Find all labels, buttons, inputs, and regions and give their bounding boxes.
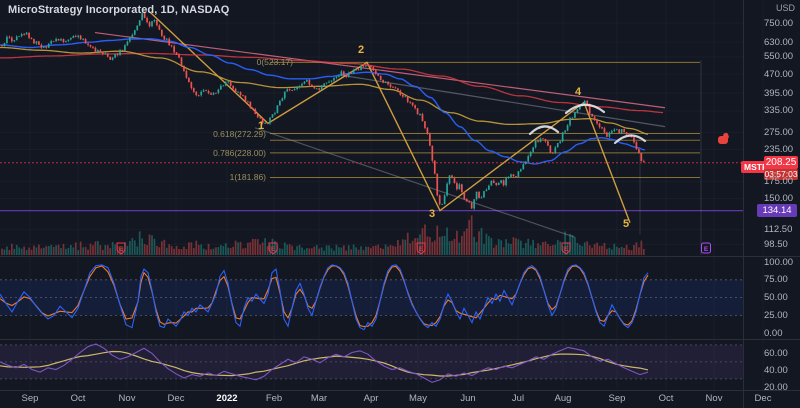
svg-text:E: E <box>704 246 709 253</box>
price-tick-label[interactable]: 335.00 <box>764 105 794 117</box>
price-tick-label[interactable]: 150.00 <box>764 192 794 204</box>
time-axis-label[interactable]: Nov <box>705 393 723 404</box>
earnings-icon[interactable]: E <box>268 242 278 255</box>
rsi-pane[interactable] <box>0 343 743 383</box>
wave-label-2[interactable]: 2 <box>358 44 365 56</box>
time-axis-label[interactable]: Mar <box>310 393 328 404</box>
earnings-icon[interactable]: E <box>561 242 571 255</box>
time-axis-label[interactable]: Dec <box>167 393 185 404</box>
fib-label-0618[interactable]: 0.618(272.29) <box>213 128 266 139</box>
wave-label-5[interactable]: 5 <box>623 218 630 230</box>
svg-text:E: E <box>419 246 424 253</box>
price-tick-label[interactable]: 275.00 <box>764 126 794 138</box>
price-tick-label[interactable]: 235.00 <box>764 144 794 156</box>
time-axis-label[interactable]: 2022 <box>216 393 238 404</box>
currency-unit-label: USD <box>776 3 796 13</box>
svg-text:E: E <box>564 246 569 253</box>
last-price-badge: 208.25 <box>764 156 798 169</box>
candles-layer <box>1 11 645 211</box>
stoch-k-line <box>0 264 649 331</box>
symbol-price-pill: MSTR <box>741 161 772 173</box>
trendline-pink[interactable] <box>94 31 666 109</box>
time-axis-label[interactable]: Jul <box>511 393 525 404</box>
fib-label-0786[interactable]: 0.786(228.00) <box>213 147 266 158</box>
sticker-icon[interactable] <box>718 132 729 144</box>
svg-text:E: E <box>271 246 276 253</box>
time-axis-label[interactable]: Dec <box>754 393 772 404</box>
price-tick-label[interactable]: 112.50 <box>764 224 793 236</box>
time-axis-label[interactable]: Oct <box>70 393 86 404</box>
trendline-gray-lower[interactable] <box>254 127 576 238</box>
time-axis-label[interactable]: Aug <box>554 393 572 404</box>
price-tick-label[interactable]: 98.50 <box>764 238 788 250</box>
stoch-tick-label[interactable]: 25.00 <box>764 309 788 321</box>
stoch-tick-label[interactable]: 100.00 <box>764 256 794 268</box>
arc-annotation[interactable] <box>528 125 560 136</box>
wave-label-4[interactable]: 4 <box>575 86 582 98</box>
time-axis-label[interactable]: Sep <box>608 393 626 404</box>
stochastic-pane[interactable] <box>0 264 743 331</box>
fib-label-1[interactable]: 1(181.86) <box>229 172 266 183</box>
stoch-tick-label[interactable]: 75.00 <box>764 274 788 286</box>
time-axis-label[interactable]: Feb <box>265 393 283 404</box>
price-tick-label[interactable]: 395.00 <box>764 87 794 99</box>
horizontal-line-price-badge: 134.14 <box>757 204 797 217</box>
price-tick-label[interactable]: 550.00 <box>764 51 794 63</box>
stoch-tick-label[interactable]: 50.00 <box>764 292 788 304</box>
time-axis-label[interactable]: Nov <box>118 393 136 404</box>
symbol-title[interactable]: MicroStrategy Incorporated, 1D, NASDAQ <box>8 4 230 16</box>
price-tick-label[interactable]: 630.00 <box>764 36 794 48</box>
rsi-tick-label[interactable]: 20.00 <box>764 381 788 393</box>
time-axis-label[interactable]: Sep <box>21 393 39 404</box>
elliott-wave-zigzag[interactable] <box>149 11 631 223</box>
time-axis-label[interactable]: Oct <box>658 393 674 404</box>
ma-blue <box>0 38 646 165</box>
svg-text:E: E <box>119 246 124 253</box>
time-axis-label[interactable]: May <box>409 393 427 404</box>
price-tick-label[interactable]: 175.00 <box>764 176 794 188</box>
stoch-tick-label[interactable]: 0.00 <box>764 327 783 339</box>
time-axis-label[interactable]: Apr <box>363 393 379 404</box>
earnings-icon[interactable]: E <box>701 242 711 254</box>
price-tick-label[interactable]: 470.00 <box>764 68 794 80</box>
trendline-gray-upper[interactable] <box>339 74 666 128</box>
time-axis-label[interactable]: Jun <box>460 393 476 404</box>
wave-label-1[interactable]: 1 <box>258 120 265 132</box>
wave-label-3[interactable]: 3 <box>429 208 436 220</box>
earnings-icon[interactable]: E <box>116 242 126 255</box>
arc-annotation[interactable] <box>613 134 647 145</box>
ma-red <box>0 52 664 114</box>
bar-countdown-badge: 03:57:03 <box>764 169 798 180</box>
earnings-icon[interactable]: E <box>416 242 426 255</box>
price-tick-label[interactable]: 750.00 <box>764 17 794 29</box>
rsi-line <box>0 343 649 383</box>
rsi-tick-label[interactable]: 40.00 <box>764 364 788 376</box>
rsi-tick-label[interactable]: 60.00 <box>764 347 788 359</box>
arc-annotation[interactable] <box>564 103 606 115</box>
fib-label-0[interactable]: 0(523.17) <box>256 57 293 68</box>
